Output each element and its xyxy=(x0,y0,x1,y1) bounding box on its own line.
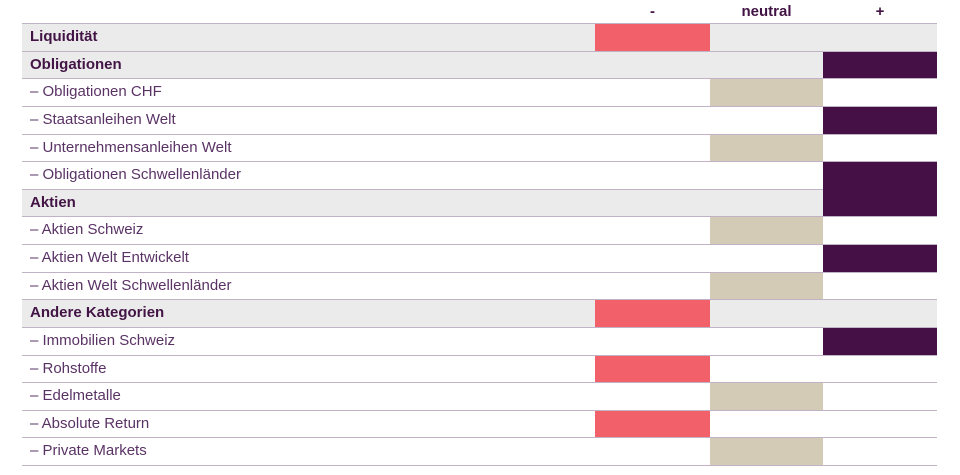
table-row: – Aktien Schweiz xyxy=(22,217,937,245)
table-row: – Aktien Welt Entwickelt xyxy=(22,245,937,273)
row-label: – Unternehmensanleihen Welt xyxy=(30,138,232,156)
table-row: – Edelmetalle xyxy=(22,383,937,411)
row-label: – Immobilien Schweiz xyxy=(30,331,176,349)
row-label: – Obligationen Schwellenländer xyxy=(30,166,241,184)
row-label: – Private Markets xyxy=(30,442,147,460)
table-row: – Private Markets xyxy=(22,438,937,466)
table-row: – Absolute Return xyxy=(22,410,937,439)
positioning-bar-positive xyxy=(823,106,937,134)
positioning-bar-neutral xyxy=(710,438,823,465)
positioning-bar-neutral xyxy=(710,383,823,410)
positioning-bar-neutral xyxy=(710,217,823,244)
table-row: – Rohstoffe xyxy=(22,355,937,384)
table-row: – Staatsanleihen Welt xyxy=(22,106,937,135)
table-row: – Obligationen Schwellenländer xyxy=(22,162,937,190)
column-header-minus: - xyxy=(650,3,655,20)
table-row: – Obligationen CHF xyxy=(22,79,937,107)
positioning-bar-positive xyxy=(823,189,937,217)
positioning-bar-negative xyxy=(595,300,710,327)
allocation-table: Liquidität Obligationen – Obligationen C… xyxy=(22,23,937,466)
row-label: – Aktien Welt Entwickelt xyxy=(30,249,189,266)
positioning-bar-positive xyxy=(823,245,937,272)
row-label: – Edelmetalle xyxy=(30,387,121,405)
positioning-bar-neutral xyxy=(710,79,823,106)
row-label: – Aktien Welt Schwellenländer xyxy=(30,276,232,294)
table-row: – Immobilien Schweiz xyxy=(22,327,937,356)
table-row: – Unternehmensanleihen Welt xyxy=(22,134,937,163)
column-header-neutral: neutral xyxy=(741,3,792,20)
row-label: – Obligationen CHF xyxy=(30,83,162,101)
row-label: – Rohstoffe xyxy=(30,359,107,377)
positioning-bar-negative xyxy=(595,410,710,438)
table-row: – Aktien Welt Schwellenländer xyxy=(22,272,937,301)
row-label: Obligationen xyxy=(30,55,122,73)
column-header-plus: + xyxy=(875,3,885,20)
positioning-bar-negative xyxy=(595,355,710,383)
positioning-bar-positive xyxy=(823,327,937,355)
row-label: Aktien xyxy=(30,193,76,211)
table-row: Aktien xyxy=(22,189,937,218)
row-label: Andere Kategorien xyxy=(30,304,165,322)
positioning-bar-positive xyxy=(823,162,937,190)
table-row: Obligationen xyxy=(22,51,937,80)
positioning-bar-neutral xyxy=(710,272,823,300)
table-row: Liquidität xyxy=(22,24,937,52)
table-row: Andere Kategorien xyxy=(22,300,937,328)
positioning-bar-neutral xyxy=(710,134,823,162)
row-label: – Absolute Return xyxy=(30,414,150,432)
row-label: – Staatsanleihen Welt xyxy=(30,110,176,128)
row-label: Liquidität xyxy=(30,28,98,45)
positioning-bar-positive xyxy=(823,51,937,79)
positioning-bar-negative xyxy=(595,24,710,51)
row-label: – Aktien Schweiz xyxy=(30,221,144,239)
